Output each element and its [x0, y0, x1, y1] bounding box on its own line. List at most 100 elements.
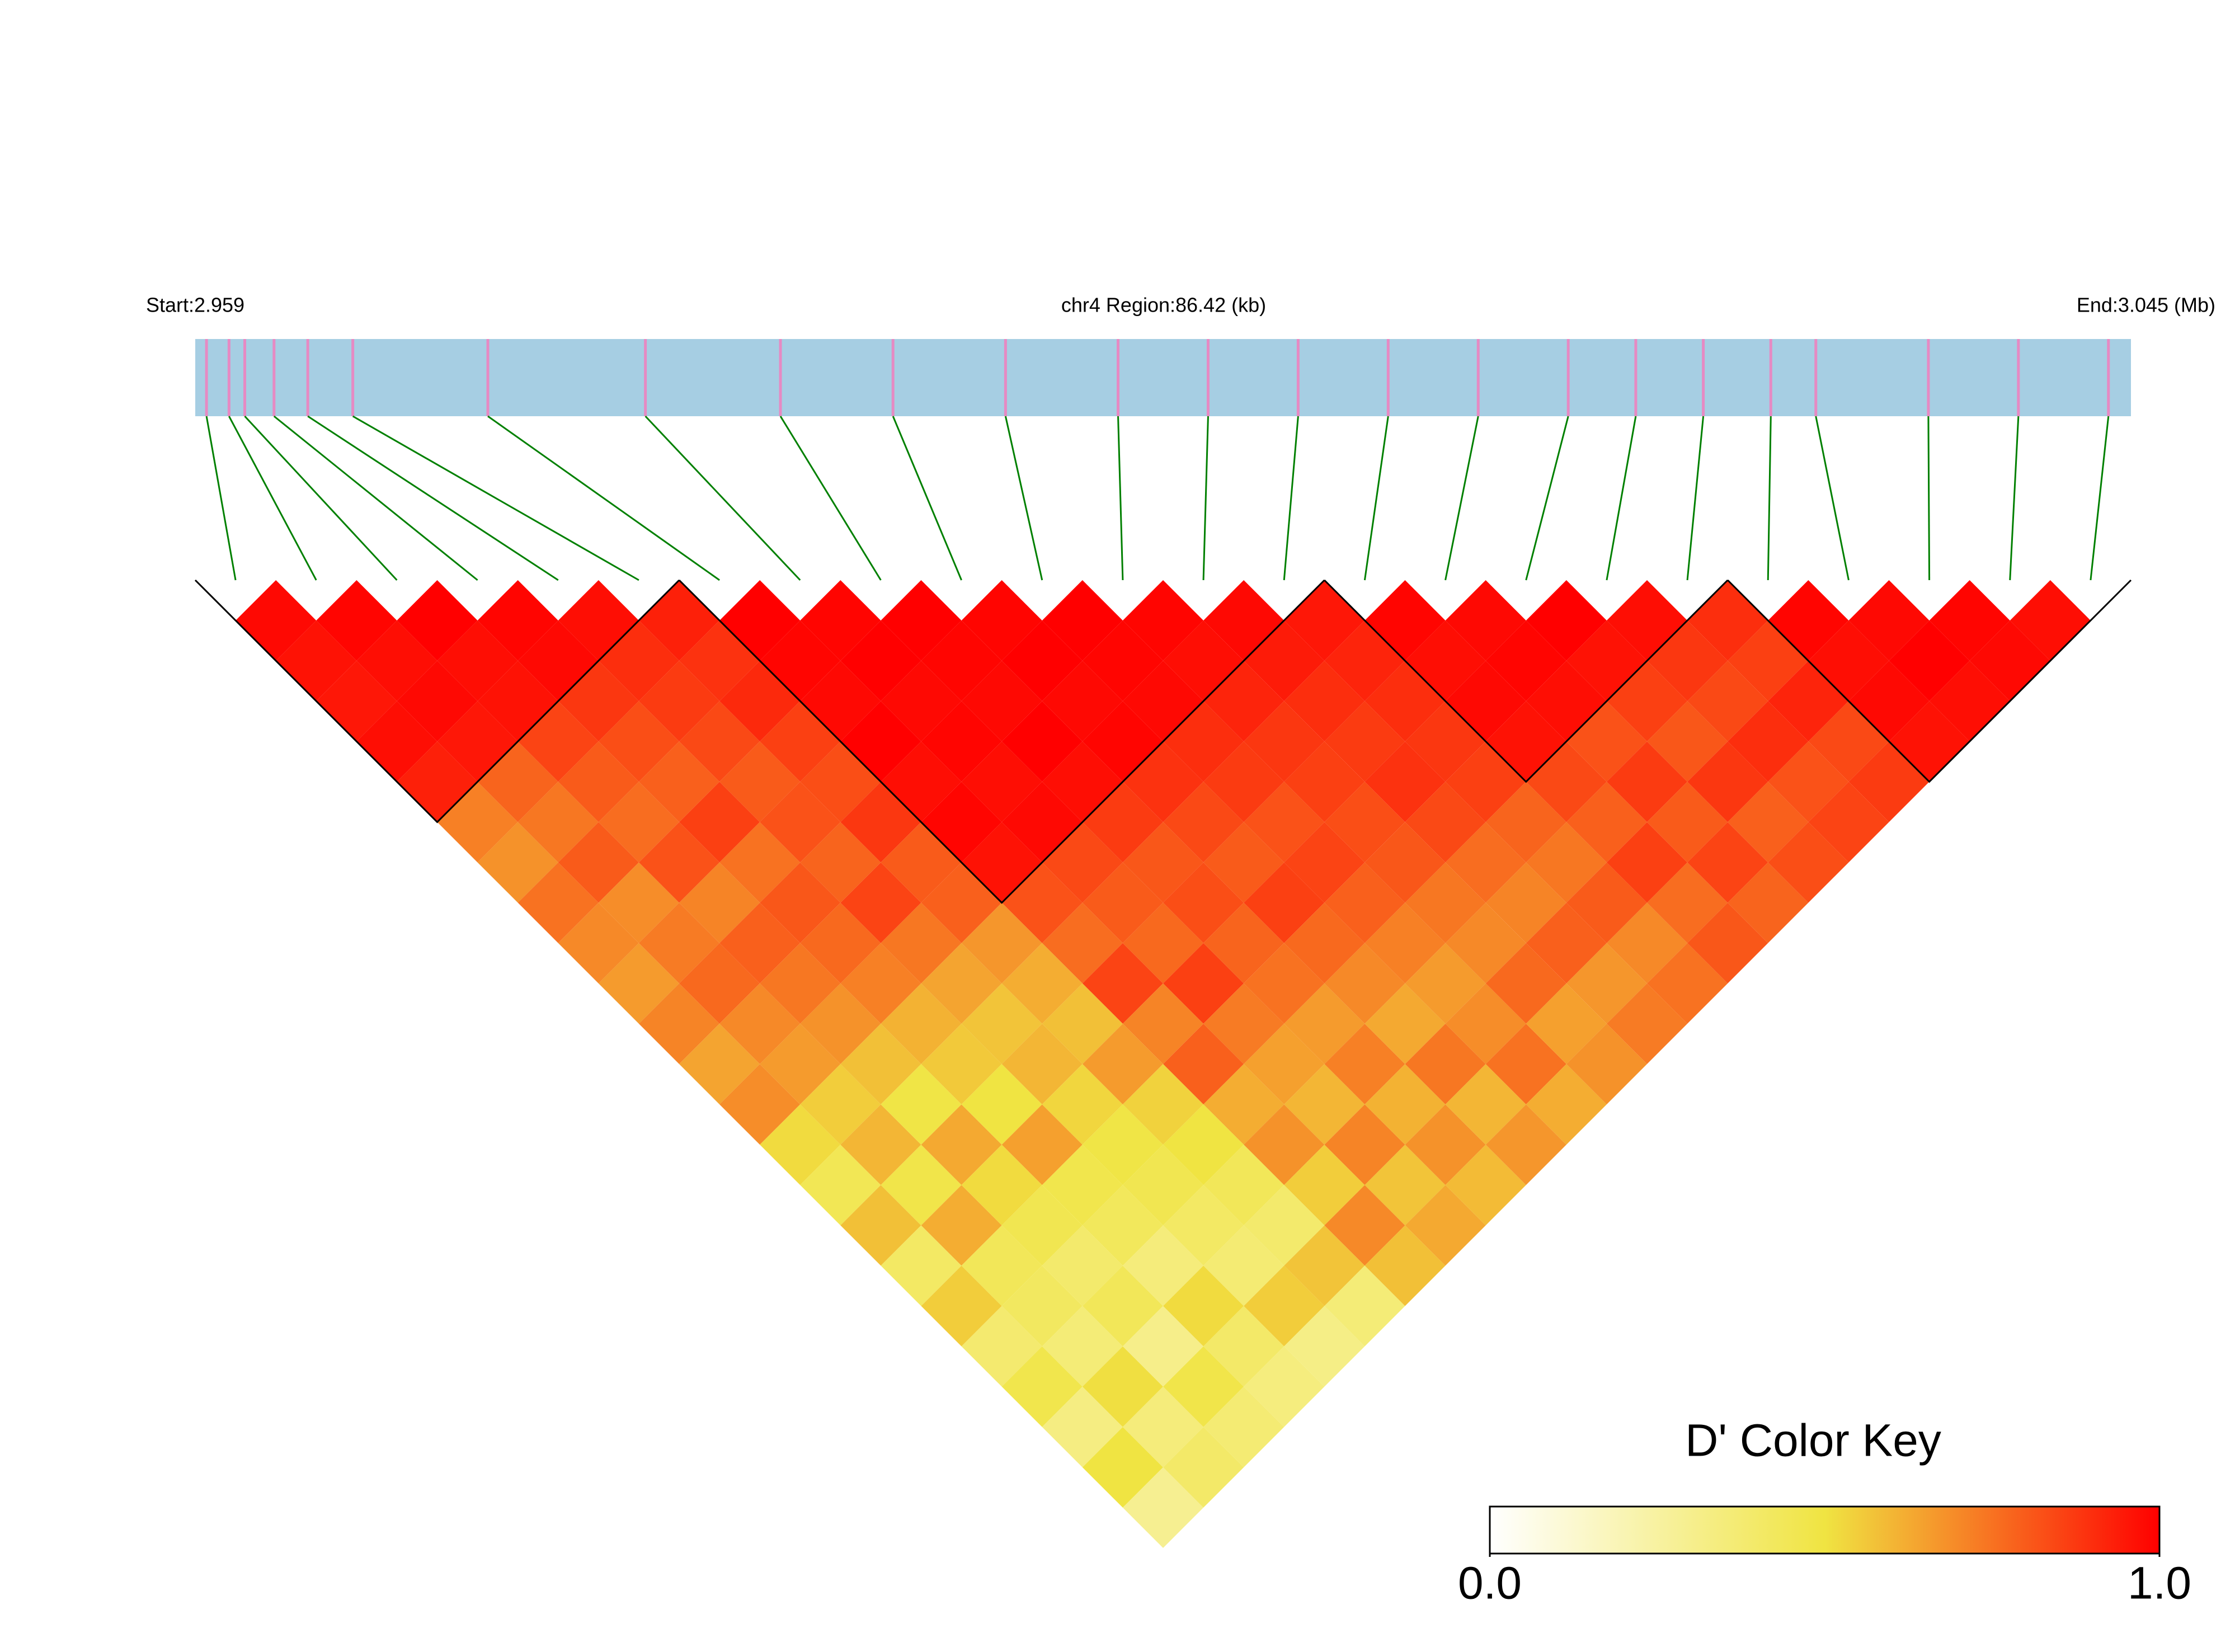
ld-cell — [961, 1225, 1042, 1306]
ld-cell — [961, 1145, 1042, 1226]
ld-cell — [1485, 1104, 1566, 1185]
ld-cell — [1203, 822, 1284, 903]
colorbar-title: D' Color Key — [1685, 1415, 1941, 1466]
ld-cell — [1485, 782, 1566, 863]
snp-link — [273, 415, 478, 581]
ld-cell — [1244, 782, 1325, 863]
ld-cell — [881, 741, 962, 822]
snp-link — [1004, 416, 1043, 581]
ld-cell — [638, 983, 720, 1064]
snp-link — [2090, 416, 2110, 581]
ld-cell — [477, 822, 558, 903]
ld-cell — [1364, 1064, 1446, 1145]
ld-cell — [760, 782, 841, 863]
ld-cell — [1244, 1346, 1325, 1427]
ld-cell — [1203, 1306, 1284, 1387]
ld-cell — [1606, 983, 1688, 1064]
ld-cell — [1244, 1023, 1325, 1105]
ld-cell — [1001, 1265, 1083, 1347]
ld-cell — [1768, 822, 1849, 903]
ld-cell — [1324, 1185, 1405, 1266]
ld-block — [1324, 579, 1729, 783]
ld-cell — [1244, 701, 1325, 782]
ld-cell — [1042, 1386, 1123, 1467]
snp-link — [1525, 416, 1569, 581]
ld-cell — [1203, 1145, 1284, 1226]
snp-link — [228, 416, 317, 581]
ld-cell — [598, 862, 679, 943]
ld-cell — [638, 741, 720, 822]
ld-cell — [760, 620, 841, 702]
ld-cell — [1526, 661, 1607, 742]
snp-link — [244, 415, 398, 581]
ld-cell — [1566, 782, 1647, 863]
ld-cell — [638, 822, 720, 903]
ld-cell — [1566, 862, 1647, 943]
ld-cell — [961, 661, 1042, 742]
ld-cell — [961, 1064, 1042, 1145]
snp-link — [1117, 416, 1124, 581]
ld-cell — [1001, 782, 1083, 863]
ld-cell — [840, 620, 921, 702]
ld-cell — [1324, 1104, 1405, 1185]
ld-cell — [1082, 1185, 1163, 1266]
ld-cell — [1203, 1064, 1284, 1145]
ld-cell — [840, 1023, 921, 1105]
ld-cell — [1445, 822, 1526, 903]
ld-cell — [477, 661, 558, 742]
ld-cell — [1647, 943, 1728, 1024]
ld-block — [678, 579, 1325, 904]
ld-cell — [679, 782, 760, 863]
ld-cell — [881, 1064, 962, 1145]
ld-cell — [1485, 943, 1566, 1024]
ld-cell — [760, 862, 841, 943]
ld-cell — [800, 902, 881, 983]
ld-cell — [1163, 1023, 1244, 1105]
ld-cell — [881, 983, 962, 1064]
ld-cell — [1324, 782, 1405, 863]
ld-cell — [1082, 782, 1163, 863]
ld-cell — [840, 862, 921, 943]
ld-cell — [1203, 902, 1284, 983]
ld-cell — [961, 902, 1042, 983]
snp-link — [1927, 416, 1931, 581]
ld-cell — [1203, 1225, 1284, 1306]
snp-link — [487, 415, 720, 581]
ld-cell — [1082, 1023, 1163, 1105]
ld-cell — [1284, 1145, 1365, 1226]
snp-link — [1202, 416, 1209, 581]
ld-cell — [1284, 1306, 1365, 1387]
ld-cell — [1001, 1346, 1083, 1427]
ld-cell — [719, 822, 801, 903]
ld-cell — [1122, 983, 1204, 1064]
ld-cell — [1526, 1064, 1607, 1145]
snp-link — [779, 416, 882, 581]
ld-cell — [1485, 620, 1566, 702]
ld-cell — [881, 822, 962, 903]
ld-cell — [517, 701, 599, 782]
ld-cell — [316, 661, 397, 742]
ld-cell — [1485, 862, 1566, 943]
ld-cell — [1485, 1023, 1566, 1105]
ld-cell — [961, 983, 1042, 1064]
ld-cell — [719, 983, 801, 1064]
ld-cell — [1687, 741, 1768, 822]
ld-cell — [881, 1225, 962, 1306]
ld-block — [194, 579, 680, 823]
ld-cell — [719, 661, 801, 742]
ld-cell — [961, 1306, 1042, 1387]
ld-cell — [760, 701, 841, 782]
ld-cell — [921, 782, 1002, 863]
colorbar-tick-label: 0.0 — [1458, 1558, 1522, 1609]
ld-cell — [1284, 661, 1365, 742]
snp-link — [1444, 416, 1479, 581]
ld-cell — [679, 1023, 760, 1105]
ld-cell — [1203, 1386, 1284, 1467]
ld-cell — [1687, 902, 1768, 983]
ld-cell — [719, 1064, 801, 1145]
ld-cell — [1687, 822, 1768, 903]
ld-cell — [1163, 1427, 1244, 1508]
ld-cell — [1082, 1346, 1163, 1427]
